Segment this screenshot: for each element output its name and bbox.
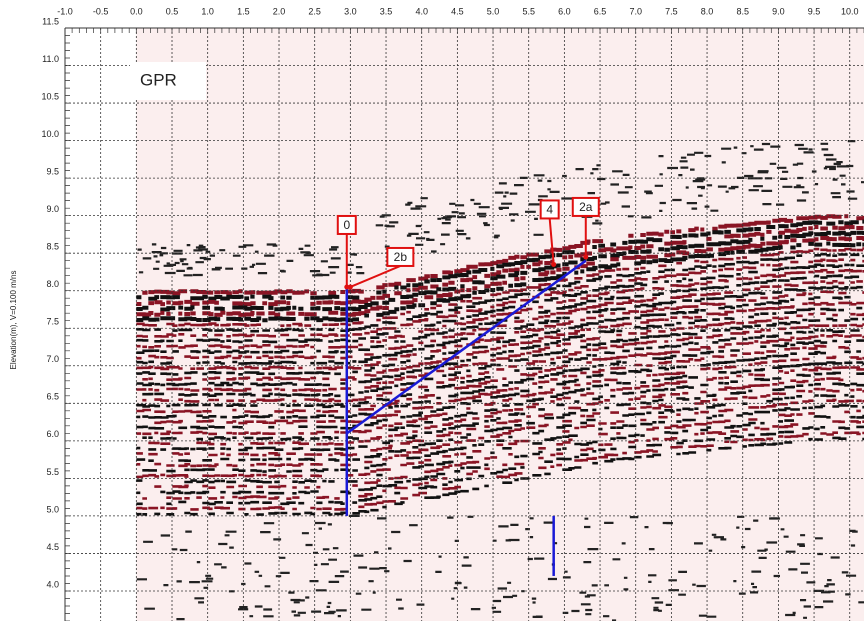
x-tick-label: 4.0 <box>415 6 428 16</box>
x-tick-label: 0.0 <box>130 6 143 16</box>
x-tick-label: 8.0 <box>701 6 714 16</box>
y-axis-label: Elevation(m), V=0.100 m/ns <box>9 271 18 370</box>
x-tick-label: 0.5 <box>166 6 179 16</box>
y-tick-label: 9.5 <box>46 167 59 177</box>
x-tick-label: 7.0 <box>629 6 642 16</box>
annotation-label: 0 <box>343 218 350 232</box>
chart: -1.0 -0.5 0.0 0.5 1.0 1.5 2.0 2.5 3.0 3.5 4.0 4.5 5.… <box>0 0 864 621</box>
x-tick-label: 3.0 <box>344 6 357 16</box>
x-tick-label: 1.5 <box>237 6 250 16</box>
y-tick-label: 10.5 <box>41 91 59 101</box>
x-tick-label: 9.0 <box>772 6 785 16</box>
x-tick-label: 1.0 <box>201 6 214 16</box>
x-tick-label: 5.5 <box>522 6 535 16</box>
y-tick-label: 5.0 <box>46 504 59 514</box>
x-tick-label: 10.0 <box>841 6 859 16</box>
radargram <box>136 28 864 621</box>
y-tick-label: 11.0 <box>42 54 59 64</box>
x-tick-label: -1.0 <box>57 6 73 16</box>
y-tick-label: 10.0 <box>41 129 59 139</box>
y-tick-label: 6.0 <box>46 429 59 439</box>
subtitle: GPR <box>140 70 177 89</box>
y-tick-label: 6.5 <box>46 392 59 402</box>
x-tick-label: 8.5 <box>736 6 749 16</box>
y-tick-label: 4.0 <box>46 579 59 589</box>
annotation-label: 4 <box>546 203 553 217</box>
x-tick-label: 6.0 <box>558 6 571 16</box>
x-tick-label: 6.5 <box>594 6 607 16</box>
annotation-label: 2a <box>579 200 593 214</box>
x-tick-label: 7.5 <box>665 6 678 16</box>
y-tick-label: 8.0 <box>46 279 59 289</box>
x-tick-label: 9.5 <box>808 6 821 16</box>
x-tick-label: 2.5 <box>308 6 321 16</box>
y-tick-label: 9.0 <box>46 204 59 214</box>
annotation-label: 2b <box>394 250 408 264</box>
x-tick-label: 3.5 <box>380 6 393 16</box>
x-tick-label: 4.5 <box>451 6 464 16</box>
y-tick-label: 7.5 <box>46 317 59 327</box>
y-tick-label: 4.5 <box>46 542 59 552</box>
annotation-point <box>551 262 556 267</box>
y-tick-label: 7.0 <box>46 354 59 364</box>
y-tick-label: 11.5 <box>42 16 59 26</box>
x-tick-label: 2.0 <box>273 6 286 16</box>
y-tick-label: 8.5 <box>46 242 59 252</box>
annotation-point <box>583 254 588 259</box>
annotation-point <box>348 284 353 289</box>
y-tick-label: 5.5 <box>46 467 59 477</box>
x-tick-label: 5.0 <box>487 6 500 16</box>
x-tick-label: -0.5 <box>93 6 109 16</box>
